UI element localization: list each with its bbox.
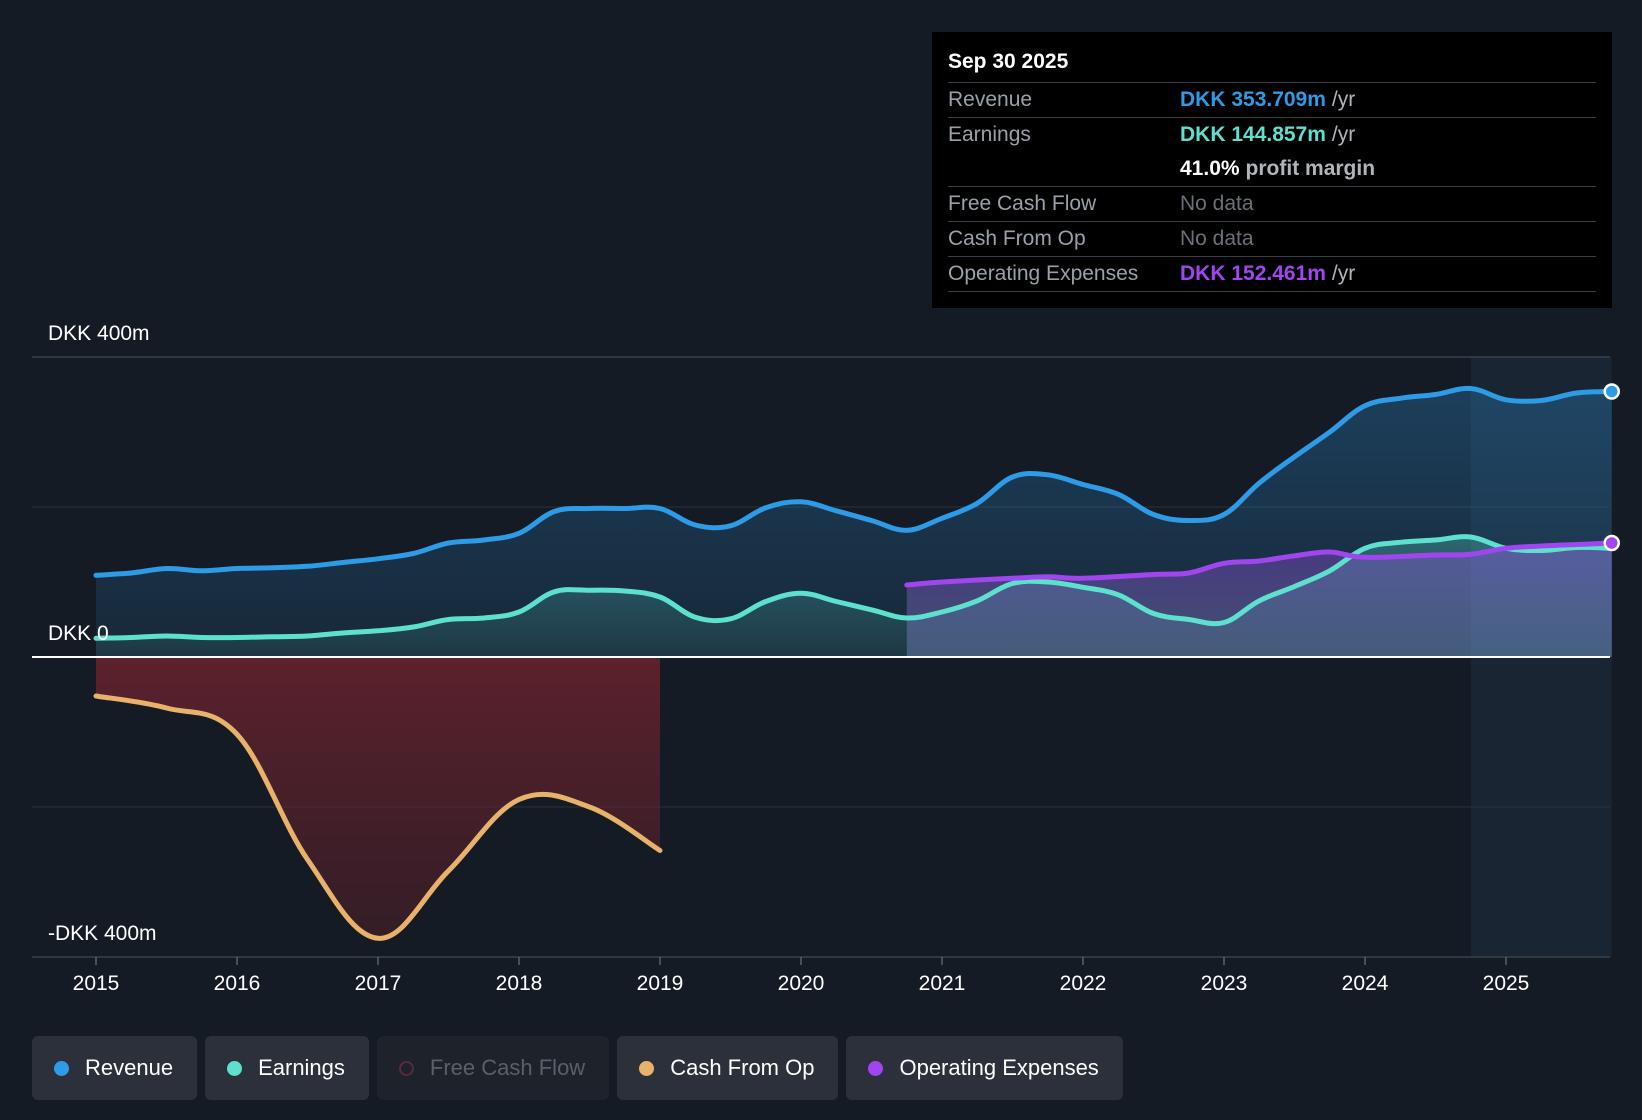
y-label-zero: DKK 0: [48, 622, 109, 645]
revenue-dot-icon: [54, 1060, 69, 1076]
x-tick-label: 2022: [1060, 972, 1107, 995]
legend-free-cash-flow-button[interactable]: Free Cash Flow: [376, 1036, 610, 1100]
tooltip-row-cfo: Cash From Op No data: [948, 222, 1596, 257]
x-tick-label: 2025: [1483, 972, 1530, 995]
tooltip-panel: Sep 30 2025 Revenue DKK 353.709m /yr Ear…: [932, 32, 1612, 308]
tooltip-opex-label: Operating Expenses: [948, 262, 1139, 285]
cash-from-op-dot-icon: [639, 1060, 655, 1076]
legend-cash-from-op-button[interactable]: Cash From Op: [617, 1036, 839, 1100]
x-tick-label: 2024: [1342, 972, 1389, 995]
x-axis: 2015 2016 2017 2018 2019 2020 2021 2022 2023 2024…: [73, 957, 1530, 995]
x-tick-label: 2020: [778, 972, 825, 995]
tooltip-row-revenue: Revenue DKK 353.709m /yr: [948, 83, 1596, 118]
operating-expenses-line: [904, 540, 1615, 588]
tooltip-row-opex: Operating Expenses DKK 152.461m /yr: [948, 257, 1596, 292]
tooltip-margin-label: profit margin: [1245, 157, 1376, 180]
legend-revenue-button[interactable]: Revenue: [32, 1036, 198, 1100]
x-tick-label: 2023: [1201, 972, 1248, 995]
legend-earnings-label: Earnings: [258, 1055, 345, 1080]
tooltip-earnings-unit: /yr: [1331, 123, 1356, 146]
tooltip-date: Sep 30 2025: [948, 46, 1596, 83]
legend-revenue-label: Revenue: [85, 1055, 174, 1080]
free-cash-flow-dot-icon: [398, 1060, 414, 1076]
revenue-end-marker[interactable]: [1603, 383, 1620, 400]
tooltip-row-margin: 41.0% profit margin: [948, 152, 1596, 187]
tooltip-margin-value: 41.0%: [1180, 157, 1240, 180]
legend-operating-expenses-button[interactable]: Operating Expenses: [846, 1036, 1123, 1100]
tooltip-opex-unit: /yr: [1331, 262, 1356, 285]
earnings-line: [93, 534, 1615, 641]
tooltip-row-fcf: Free Cash Flow No data: [948, 187, 1596, 222]
operating-expenses-end-marker[interactable]: [1603, 534, 1620, 552]
tooltip-revenue-value: DKK 353.709m: [1180, 88, 1326, 111]
tooltip-revenue-unit: /yr: [1331, 88, 1356, 111]
x-tick-label: 2021: [919, 972, 966, 995]
tooltip-cfo-label: Cash From Op: [948, 227, 1086, 250]
legend-free-cash-flow-label: Free Cash Flow: [429, 1055, 586, 1080]
y-label-bottom: -DKK 400m: [48, 922, 157, 945]
legend: Revenue Earnings Free Cash Flow Cash Fro…: [32, 1036, 1123, 1100]
cash-from-op-line: [93, 693, 663, 941]
tooltip-revenue-label: Revenue: [948, 88, 1033, 111]
tooltip-row-earnings: Earnings DKK 144.857m /yr: [948, 118, 1596, 152]
x-tick-label: 2015: [73, 972, 120, 995]
x-tick-label: 2016: [214, 972, 261, 995]
operating-expenses-dot-icon: [868, 1060, 884, 1076]
legend-cash-from-op-label: Cash From Op: [670, 1055, 815, 1080]
tooltip-fcf-label: Free Cash Flow: [948, 192, 1097, 215]
x-tick-label: 2017: [355, 972, 402, 995]
tooltip-opex-value: DKK 152.461m: [1180, 262, 1326, 285]
x-tick-label: 2019: [637, 972, 684, 995]
legend-earnings-button[interactable]: Earnings: [205, 1036, 369, 1100]
tooltip-fcf-value: No data: [1180, 192, 1254, 215]
x-tick-label: 2018: [496, 972, 543, 995]
legend-operating-expenses-label: Operating Expenses: [899, 1055, 1099, 1080]
y-label-top: DKK 400m: [48, 322, 150, 345]
tooltip-cfo-value: No data: [1180, 227, 1254, 250]
earnings-dot-icon: [227, 1060, 243, 1076]
tooltip-earnings-value: DKK 144.857m: [1180, 123, 1326, 146]
revenue-line: [93, 385, 1615, 578]
cash-from-op-area: [96, 657, 660, 939]
tooltip-earnings-label: Earnings: [948, 123, 1031, 146]
